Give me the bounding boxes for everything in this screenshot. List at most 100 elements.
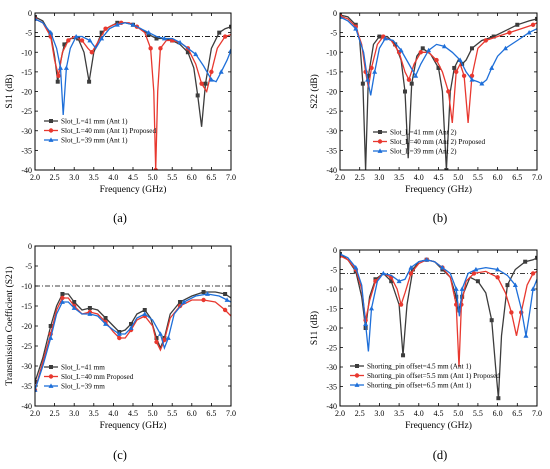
data-point xyxy=(441,43,447,49)
x-tick-label: 2.5 xyxy=(50,409,60,418)
x-axis-title: Frequency (GHz) xyxy=(405,420,472,431)
data-point xyxy=(393,42,398,47)
data-point xyxy=(396,278,402,284)
data-point xyxy=(154,36,159,41)
data-point xyxy=(365,77,371,82)
data-point xyxy=(489,65,495,70)
x-tick-label: 4.5 xyxy=(128,409,138,418)
data-point xyxy=(157,331,163,336)
data-point xyxy=(103,321,109,326)
plot-frame xyxy=(339,249,538,407)
x-tick-label: 4.5 xyxy=(128,173,138,182)
legend-swatch-marker xyxy=(377,148,383,153)
legend-entry: Slot_L=40 mm Proposed xyxy=(61,373,134,381)
data-point xyxy=(114,22,120,27)
data-point xyxy=(87,79,92,84)
data-point xyxy=(453,286,459,291)
data-point xyxy=(369,65,374,71)
data-point xyxy=(459,286,465,291)
panel-c: 2.0 2.5 3.0 3.5 4.0 4.5 5.0 5.5 6.0 6.5 7.0 0 -5 -10 -… xyxy=(4,242,236,462)
data-point xyxy=(512,282,518,287)
data-point xyxy=(146,30,152,35)
data-point xyxy=(222,34,228,39)
y-tick-label: -25 xyxy=(21,342,32,351)
x-tick-label: 7.0 xyxy=(532,173,542,182)
x-tick-label: 2.0 xyxy=(30,173,40,182)
y-tick-label: -35 xyxy=(326,146,337,155)
plot-frame xyxy=(34,245,232,407)
y-tick-label: -5 xyxy=(330,266,337,275)
data-point xyxy=(208,77,214,82)
legend-swatch-marker xyxy=(48,128,54,133)
data-point xyxy=(63,65,69,70)
data-point xyxy=(87,311,93,316)
data-point xyxy=(181,299,187,304)
data-point xyxy=(199,81,204,86)
data-point xyxy=(185,50,190,55)
data-point xyxy=(178,300,183,304)
y-tick-label: -10 xyxy=(21,48,32,57)
x-tick-label: 3.5 xyxy=(394,409,404,418)
x-tick-label: 2.5 xyxy=(355,173,365,182)
legend-swatch-marker xyxy=(354,382,360,387)
data-point xyxy=(418,50,423,55)
data-point xyxy=(460,294,465,299)
data-point xyxy=(193,51,199,57)
data-point xyxy=(154,339,159,345)
legend-entry: Slot_L=39 mm (Ant 2) xyxy=(390,148,457,156)
y-tick-label: -20 xyxy=(326,324,337,333)
x-tick-label: 6.5 xyxy=(512,173,522,182)
data-point xyxy=(57,65,63,70)
data-point xyxy=(165,335,171,340)
y-tick-label: -30 xyxy=(326,127,337,136)
data-point xyxy=(526,30,532,35)
data-point xyxy=(224,297,230,302)
panel-label: (d) xyxy=(433,448,448,462)
data-point xyxy=(420,46,425,51)
x-axis-title: Frequency (GHz) xyxy=(100,184,167,195)
plot-frame xyxy=(34,12,232,171)
data-point xyxy=(129,322,134,326)
data-point xyxy=(87,37,93,43)
data-point xyxy=(410,267,415,272)
x-tick-label: 5.5 xyxy=(167,173,177,182)
y-tick-label: -35 xyxy=(21,382,32,391)
x-tick-label: 4.5 xyxy=(434,173,444,182)
legend-swatch-marker xyxy=(378,130,382,134)
y-tick-label: -20 xyxy=(21,322,32,331)
data-point xyxy=(201,290,206,294)
legend: Slot_L=41 mm (Ant 2)Slot_L=40 mm (Ant 2)… xyxy=(373,129,486,156)
data-point xyxy=(72,300,77,304)
data-point xyxy=(496,396,501,401)
y-tick-label: -30 xyxy=(326,363,337,372)
legend-entry: Slot_L=41 mm (Ant 2) xyxy=(390,129,457,137)
x-tick-label: 4.5 xyxy=(434,409,444,418)
data-point xyxy=(530,286,536,291)
data-point xyxy=(48,30,54,35)
legend-entry: Slot_L=41 mm (Ant 1) xyxy=(61,118,128,126)
legend: Shorting_pin offset=4.5 mm (Ant 1)Shorti… xyxy=(350,363,500,390)
x-tick-label: 6.0 xyxy=(493,173,503,182)
x-tick-label: 3.0 xyxy=(69,409,79,418)
data-point xyxy=(73,33,79,39)
data-point xyxy=(408,264,414,270)
data-point xyxy=(535,255,537,260)
data-point xyxy=(535,16,537,21)
data-point xyxy=(461,73,467,79)
legend-swatch-marker xyxy=(48,137,54,142)
data-point xyxy=(530,271,536,276)
plot-frame xyxy=(339,12,538,171)
data-point xyxy=(469,46,474,51)
x-tick-label: 6.0 xyxy=(493,409,503,418)
x-tick-label: 7.0 xyxy=(226,409,236,418)
data-point xyxy=(161,35,167,41)
data-point xyxy=(48,335,54,340)
x-tick-label: 6.5 xyxy=(512,409,522,418)
y-tick-label: -40 xyxy=(326,402,337,411)
data-point xyxy=(507,30,512,35)
data-point xyxy=(439,264,445,270)
legend-entry: Shorting_pin offset=5.5 mm (Ant 1) Propo… xyxy=(367,372,500,380)
y-tick-label: -25 xyxy=(21,107,32,116)
